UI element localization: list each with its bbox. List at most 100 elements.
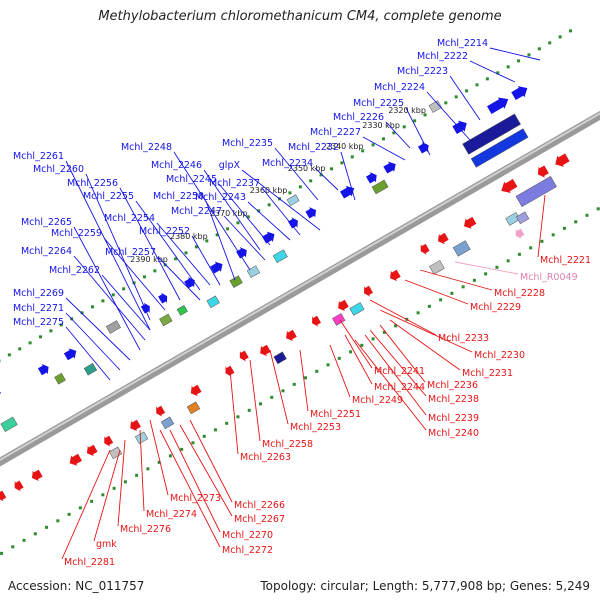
forward-callout-line <box>73 226 141 351</box>
forward-gene-label: Mchl_2225 <box>353 98 404 109</box>
track-dot <box>0 551 4 555</box>
track-dot <box>427 304 431 308</box>
track-dot <box>382 330 386 334</box>
reverse-gene-arrow <box>537 165 549 178</box>
reverse-callout-line <box>389 319 461 371</box>
gene-arrow-shape <box>420 243 430 255</box>
forward-gene-arrow <box>305 207 317 219</box>
forward-callout-line <box>247 201 291 241</box>
gene-arrow-shape <box>225 365 235 377</box>
genome-backbone-highlight <box>0 112 600 462</box>
track-dot <box>236 221 240 225</box>
track-dot <box>392 131 396 135</box>
track-dot <box>247 408 251 412</box>
gene-arrow-shape <box>31 469 43 481</box>
forward-gene-arrow <box>210 261 223 274</box>
gene-arrow-shape <box>340 186 355 199</box>
reverse-gene-label: Mchl_2233 <box>438 333 489 344</box>
track-dot <box>90 499 94 503</box>
reverse-callout-line <box>344 334 373 385</box>
forward-gene-arrow <box>63 348 77 361</box>
track-dot <box>371 143 375 147</box>
track-dot <box>168 454 172 458</box>
track-dot <box>454 95 458 99</box>
track-dot <box>326 363 330 367</box>
track-dot <box>257 209 261 213</box>
reverse-gene-arrow <box>86 444 98 457</box>
track-dot <box>548 41 552 45</box>
track-dot <box>350 155 354 159</box>
feature-block <box>229 275 243 288</box>
forward-feature-block <box>176 305 188 316</box>
forward-gene-arrow <box>366 172 377 184</box>
forward-callout-line <box>385 121 411 149</box>
track-dot <box>402 125 406 129</box>
track-dot <box>423 113 427 117</box>
feature-block <box>108 446 123 460</box>
reverse-gene-label: Mchl_2274 <box>146 509 197 520</box>
feature-block <box>159 313 173 327</box>
gene-arrow-shape <box>262 231 275 244</box>
track-dot <box>194 245 198 249</box>
gene-arrow-shape <box>184 277 195 289</box>
forward-gene-arrow <box>158 292 168 304</box>
forward-callout-line <box>405 107 431 156</box>
reverse-callout-line <box>189 419 233 503</box>
reverse-feature-block <box>429 260 445 275</box>
track-dot <box>394 324 398 328</box>
reverse-gene-label: Mchl_2240 <box>428 428 479 439</box>
forward-gene-arrow <box>288 217 298 229</box>
reverse-gene-arrow <box>555 153 570 167</box>
track-dot <box>205 239 209 243</box>
forward-gene-block <box>470 128 529 168</box>
forward-gene-label: Mchl_2250 <box>153 191 204 202</box>
feature-block <box>371 179 389 195</box>
track-dot <box>213 428 217 432</box>
gene-arrow-shape <box>0 490 7 502</box>
reverse-gene-label: Mchl_2273 <box>170 493 221 504</box>
track-dot <box>506 65 510 69</box>
gene-arrow-shape <box>555 153 570 167</box>
reverse-feature-block <box>134 431 149 445</box>
forward-callout-line <box>205 200 236 281</box>
forward-gene-label: Mchl_2246 <box>151 160 202 171</box>
track-dot <box>7 353 11 357</box>
track-dot <box>371 337 375 341</box>
forward-gene-label: Mchl_2255 <box>83 191 134 202</box>
feature-block <box>452 240 471 257</box>
forward-gene-label: Mchl_2264 <box>21 246 72 257</box>
reverse-feature-block <box>332 313 346 326</box>
forward-gene-arrow <box>511 86 528 100</box>
gene-arrow-shape <box>511 86 528 100</box>
map-title: Methylobacterium chloromethanicum CM4, c… <box>98 9 502 24</box>
reverse-gene-label: gmk <box>96 539 117 550</box>
track-dot <box>122 287 126 291</box>
reverse-callout-line <box>537 194 546 258</box>
forward-gene-arrow <box>236 247 247 259</box>
gene-arrow-shape <box>190 384 202 397</box>
forward-callout-line <box>65 297 131 361</box>
gene-arrow-shape <box>0 390 1 404</box>
forward-feature-block <box>229 275 243 288</box>
gene-arrow-shape <box>86 444 98 457</box>
reverse-gene-label: Mchl_2228 <box>494 288 545 299</box>
reverse-callout-line <box>269 349 289 425</box>
track-dot <box>281 389 285 393</box>
reverse-gene-label: Mchl_2267 <box>234 514 285 525</box>
forward-callout-line <box>85 173 151 321</box>
forward-gene-label: Mchl_2237 <box>209 178 260 189</box>
forward-feature-block <box>272 249 288 263</box>
reverse-callout-line <box>404 279 469 305</box>
track-dot <box>537 47 541 51</box>
gene-arrow-shape <box>260 344 271 357</box>
forward-callout-line <box>73 255 146 341</box>
gene-arrow-shape <box>390 269 401 282</box>
reverse-gene-arrow <box>14 480 24 492</box>
reverse-gene-arrow <box>239 350 249 362</box>
reverse-callout-line <box>339 319 373 369</box>
forward-callout-line <box>203 169 261 251</box>
forward-gene-label: Mchl_2248 <box>121 142 172 153</box>
forward-callout-line <box>191 235 221 286</box>
forward-gene-label: Mchl_2226 <box>333 112 384 123</box>
forward-gene-arrow <box>262 231 275 244</box>
